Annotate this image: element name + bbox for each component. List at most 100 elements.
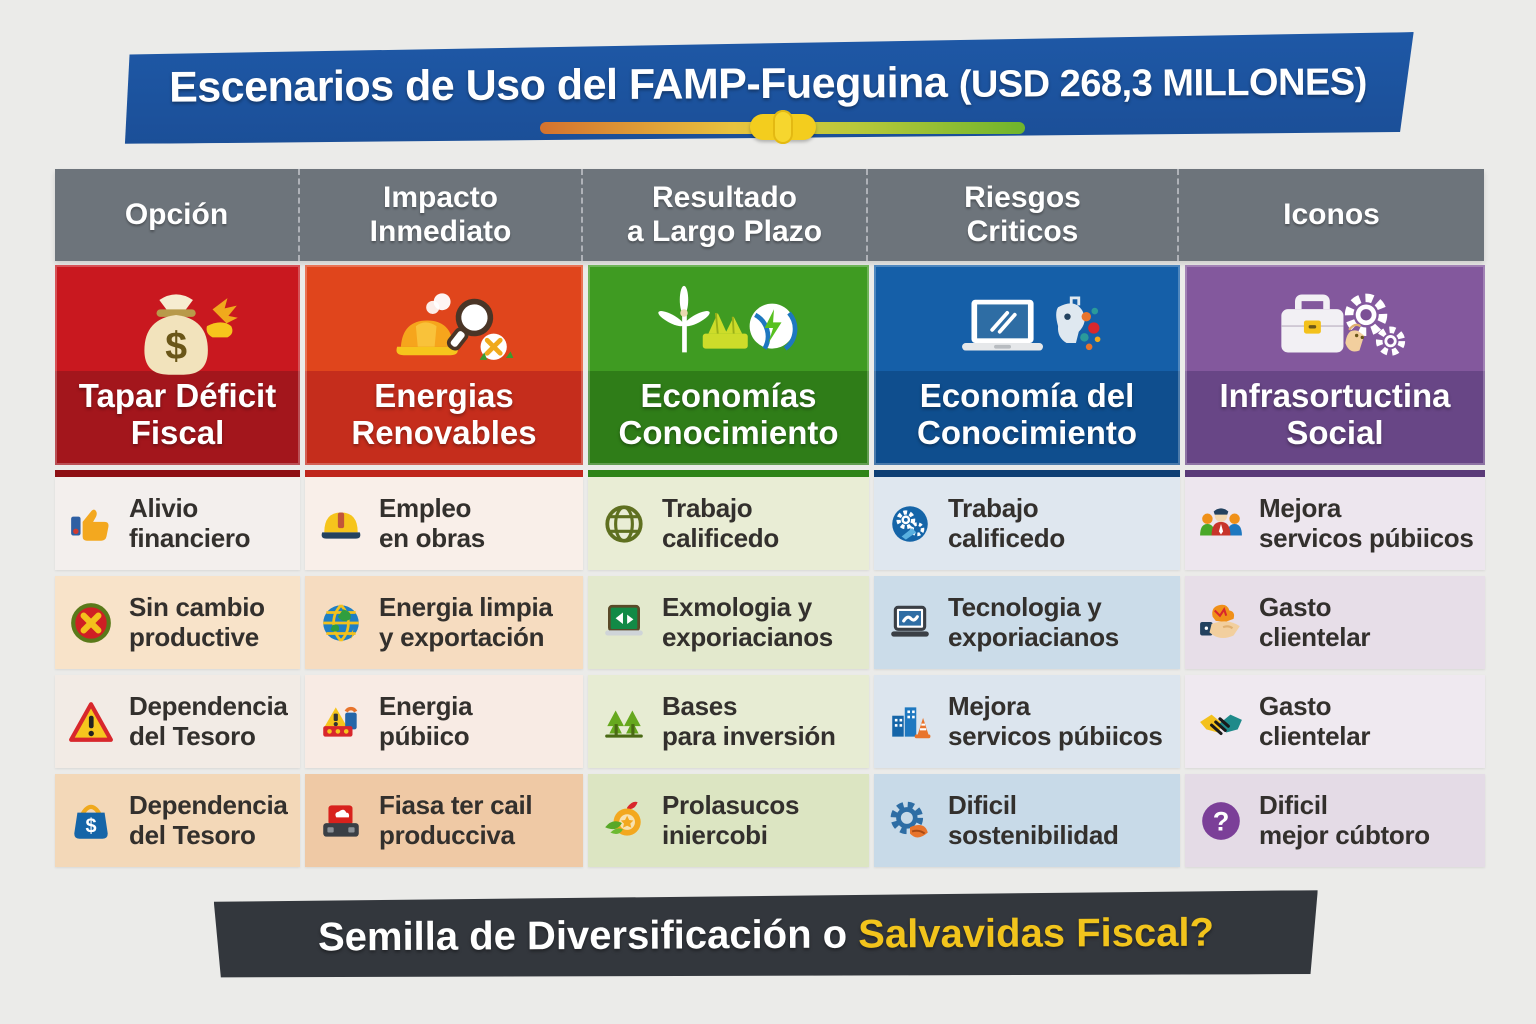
buildings-cone-icon bbox=[884, 698, 936, 746]
svg-text:$: $ bbox=[165, 324, 187, 367]
hard-hat-magnifier-icon bbox=[305, 275, 583, 395]
gradient-slider bbox=[540, 114, 1025, 140]
table-cell: Mejora servicos púbiicos bbox=[874, 675, 1180, 768]
handshake-money-icon bbox=[1195, 599, 1247, 647]
scenario-title: Economías Conocimiento bbox=[618, 377, 839, 451]
cell-text: Empleo en obras bbox=[379, 493, 485, 553]
gears-circle-icon bbox=[884, 500, 936, 548]
cell-text: Dificil sostenibilidad bbox=[948, 790, 1119, 850]
laptop-ai-icon bbox=[874, 275, 1180, 395]
laptop-icon bbox=[884, 599, 936, 647]
gear-leaf-icon bbox=[884, 797, 936, 845]
cell-text: Dificil mejor cúbtoro bbox=[1259, 790, 1430, 850]
hard-hat-icon bbox=[315, 500, 367, 548]
column-economia-del-conocimiento: Economía del Conocimiento Trabajo califi… bbox=[874, 265, 1180, 867]
cell-text: Alivio financiero bbox=[129, 493, 251, 553]
table-cell: Dificil sostenibilidad bbox=[874, 774, 1180, 867]
money-bag-icon: $ bbox=[55, 275, 300, 395]
footer-question: Semilla de Diversificación o Salvavidas … bbox=[318, 910, 1214, 960]
column-tapar-deficit-fiscal: $ Tapar Déficit Fiscal Alivio financiero bbox=[55, 265, 300, 867]
header-opcion: Opción bbox=[55, 169, 300, 261]
handshake-icon bbox=[1195, 698, 1247, 746]
globe-outline-icon bbox=[598, 500, 650, 548]
cell-text: Prolasucos iniercobi bbox=[662, 790, 800, 850]
cell-text: Energia púbiico bbox=[379, 691, 473, 751]
svg-text:$: $ bbox=[85, 815, 96, 837]
table-cell: Bases para inversión bbox=[588, 675, 869, 768]
rows-block: Empleo en obras Energia limpia y exporta… bbox=[305, 470, 583, 867]
footer-question-yellow: Salvavidas Fiscal? bbox=[858, 910, 1215, 957]
x-circle-icon bbox=[65, 599, 117, 647]
scenario-card: Energias Renovables bbox=[305, 265, 583, 465]
table-cell: Energia limpia y exportación bbox=[305, 576, 583, 669]
scenario-card: $ Tapar Déficit Fiscal bbox=[55, 265, 300, 465]
scenario-card: Economías Conocimiento bbox=[588, 265, 869, 465]
fruit-icon bbox=[598, 797, 650, 845]
svg-text:?: ? bbox=[1213, 805, 1230, 836]
warning-triangle-icon bbox=[65, 698, 117, 746]
question-circle-icon: ? bbox=[1195, 797, 1247, 845]
rows-block: Trabajo calificedo Tecnologia y exporiac… bbox=[874, 470, 1180, 867]
scenario-title: Economía del Conocimiento bbox=[917, 377, 1137, 451]
column-economias-conocimiento: Economías Conocimiento Trabajo calificed… bbox=[588, 265, 869, 867]
page-title-amount: (USD 268,3 MILLONES) bbox=[958, 60, 1367, 106]
factory-hazard-icon bbox=[315, 698, 367, 746]
table-cell: Alivio financiero bbox=[55, 477, 300, 570]
table-cell: Trabajo calificedo bbox=[874, 477, 1180, 570]
header-resultado-largo-plazo: Resultado a Largo Plazo bbox=[583, 169, 868, 261]
scenario-title: Infrasortuctina Social bbox=[1219, 377, 1451, 451]
table-cell: Empleo en obras bbox=[305, 477, 583, 570]
table-cell: Sin cambio productive bbox=[55, 576, 300, 669]
cell-text: Trabajo calificedo bbox=[948, 493, 1065, 553]
table-cell: Gasto clientelar bbox=[1185, 675, 1485, 768]
table-cell: Dependencia del Tesoro bbox=[55, 675, 300, 768]
money-bag-blue-icon: $ bbox=[65, 797, 117, 845]
column-energias-renovables: Energias Renovables Empleo en obras bbox=[305, 265, 583, 867]
slider-handle[interactable] bbox=[749, 114, 816, 140]
table-cell: Tecnologia y exporiacianos bbox=[874, 576, 1180, 669]
scenario-title: Tapar Déficit Fiscal bbox=[78, 377, 277, 451]
thumbs-up-icon bbox=[65, 500, 117, 548]
scenario-card: Infrasortuctina Social bbox=[1185, 265, 1485, 465]
cell-text: Gasto clientelar bbox=[1259, 691, 1371, 751]
table-header: Opción Impacto Inmediato Resultado a Lar… bbox=[55, 169, 1484, 261]
cell-text: Mejora servicos púbiicos bbox=[948, 691, 1163, 751]
briefcase-gears-icon bbox=[1185, 275, 1485, 395]
footer-question-white: Semilla de Diversificación o bbox=[317, 912, 859, 959]
table-cell: Exmologia y exporiacianos bbox=[588, 576, 869, 669]
cell-text: Energia limpia y exportación bbox=[379, 592, 553, 652]
cell-text: Mejora servicos púbiicos bbox=[1259, 493, 1474, 553]
people-group-icon bbox=[1195, 500, 1247, 548]
page-title-main: Escenarios de Uso del FAMP-Fueguina bbox=[168, 58, 948, 112]
scenario-card: Economía del Conocimiento bbox=[874, 265, 1180, 465]
table-cell: ? Dificil mejor cúbtoro bbox=[1185, 774, 1485, 867]
cell-text: Dependencia del Tesoro bbox=[129, 691, 288, 751]
header-impacto-inmediato: Impacto Inmediato bbox=[300, 169, 583, 261]
rows-block: Mejora servicos púbiicos Gasto clientela… bbox=[1185, 470, 1485, 867]
scenario-title: Energias Renovables bbox=[351, 377, 537, 451]
table-cell: Energia púbiico bbox=[305, 675, 583, 768]
cell-text: Exmologia y exporiacianos bbox=[662, 592, 833, 652]
table-cell: $ Dependencia del Tesoro bbox=[55, 774, 300, 867]
header-riesgos-criticos: Riesgos Criticos bbox=[868, 169, 1179, 261]
cell-text: Tecnologia y exporiacianos bbox=[948, 592, 1119, 652]
trees-icon bbox=[598, 698, 650, 746]
wind-turbine-globe-icon bbox=[588, 275, 869, 395]
rows-block: Alivio financiero Sin cambio productive bbox=[55, 470, 300, 867]
header-iconos: Iconos bbox=[1283, 198, 1380, 232]
cell-text: Dependencia del Tesoro bbox=[129, 790, 288, 850]
machine-icon bbox=[315, 797, 367, 845]
table-cell: Fiasa ter cail producciva bbox=[305, 774, 583, 867]
table-cell: Mejora servicos púbiicos bbox=[1185, 477, 1485, 570]
cell-text: Fiasa ter cail producciva bbox=[379, 790, 533, 850]
globe-icon bbox=[315, 599, 367, 647]
cell-text: Bases para inversión bbox=[662, 691, 836, 751]
footer-banner: Semilla de Diversificación o Salvavidas … bbox=[214, 890, 1318, 980]
page-title: Escenarios de Uso del FAMP-Fueguina (USD… bbox=[169, 56, 1367, 120]
laptop-arrows-icon bbox=[598, 599, 650, 647]
scenario-table: $ Tapar Déficit Fiscal Alivio financiero bbox=[55, 265, 1485, 867]
table-cell: Prolasucos iniercobi bbox=[588, 774, 869, 867]
rows-block: Trabajo calificedo Exmologia y exporiaci… bbox=[588, 470, 869, 867]
cell-text: Sin cambio productive bbox=[129, 592, 265, 652]
table-cell: Trabajo calificedo bbox=[588, 477, 869, 570]
